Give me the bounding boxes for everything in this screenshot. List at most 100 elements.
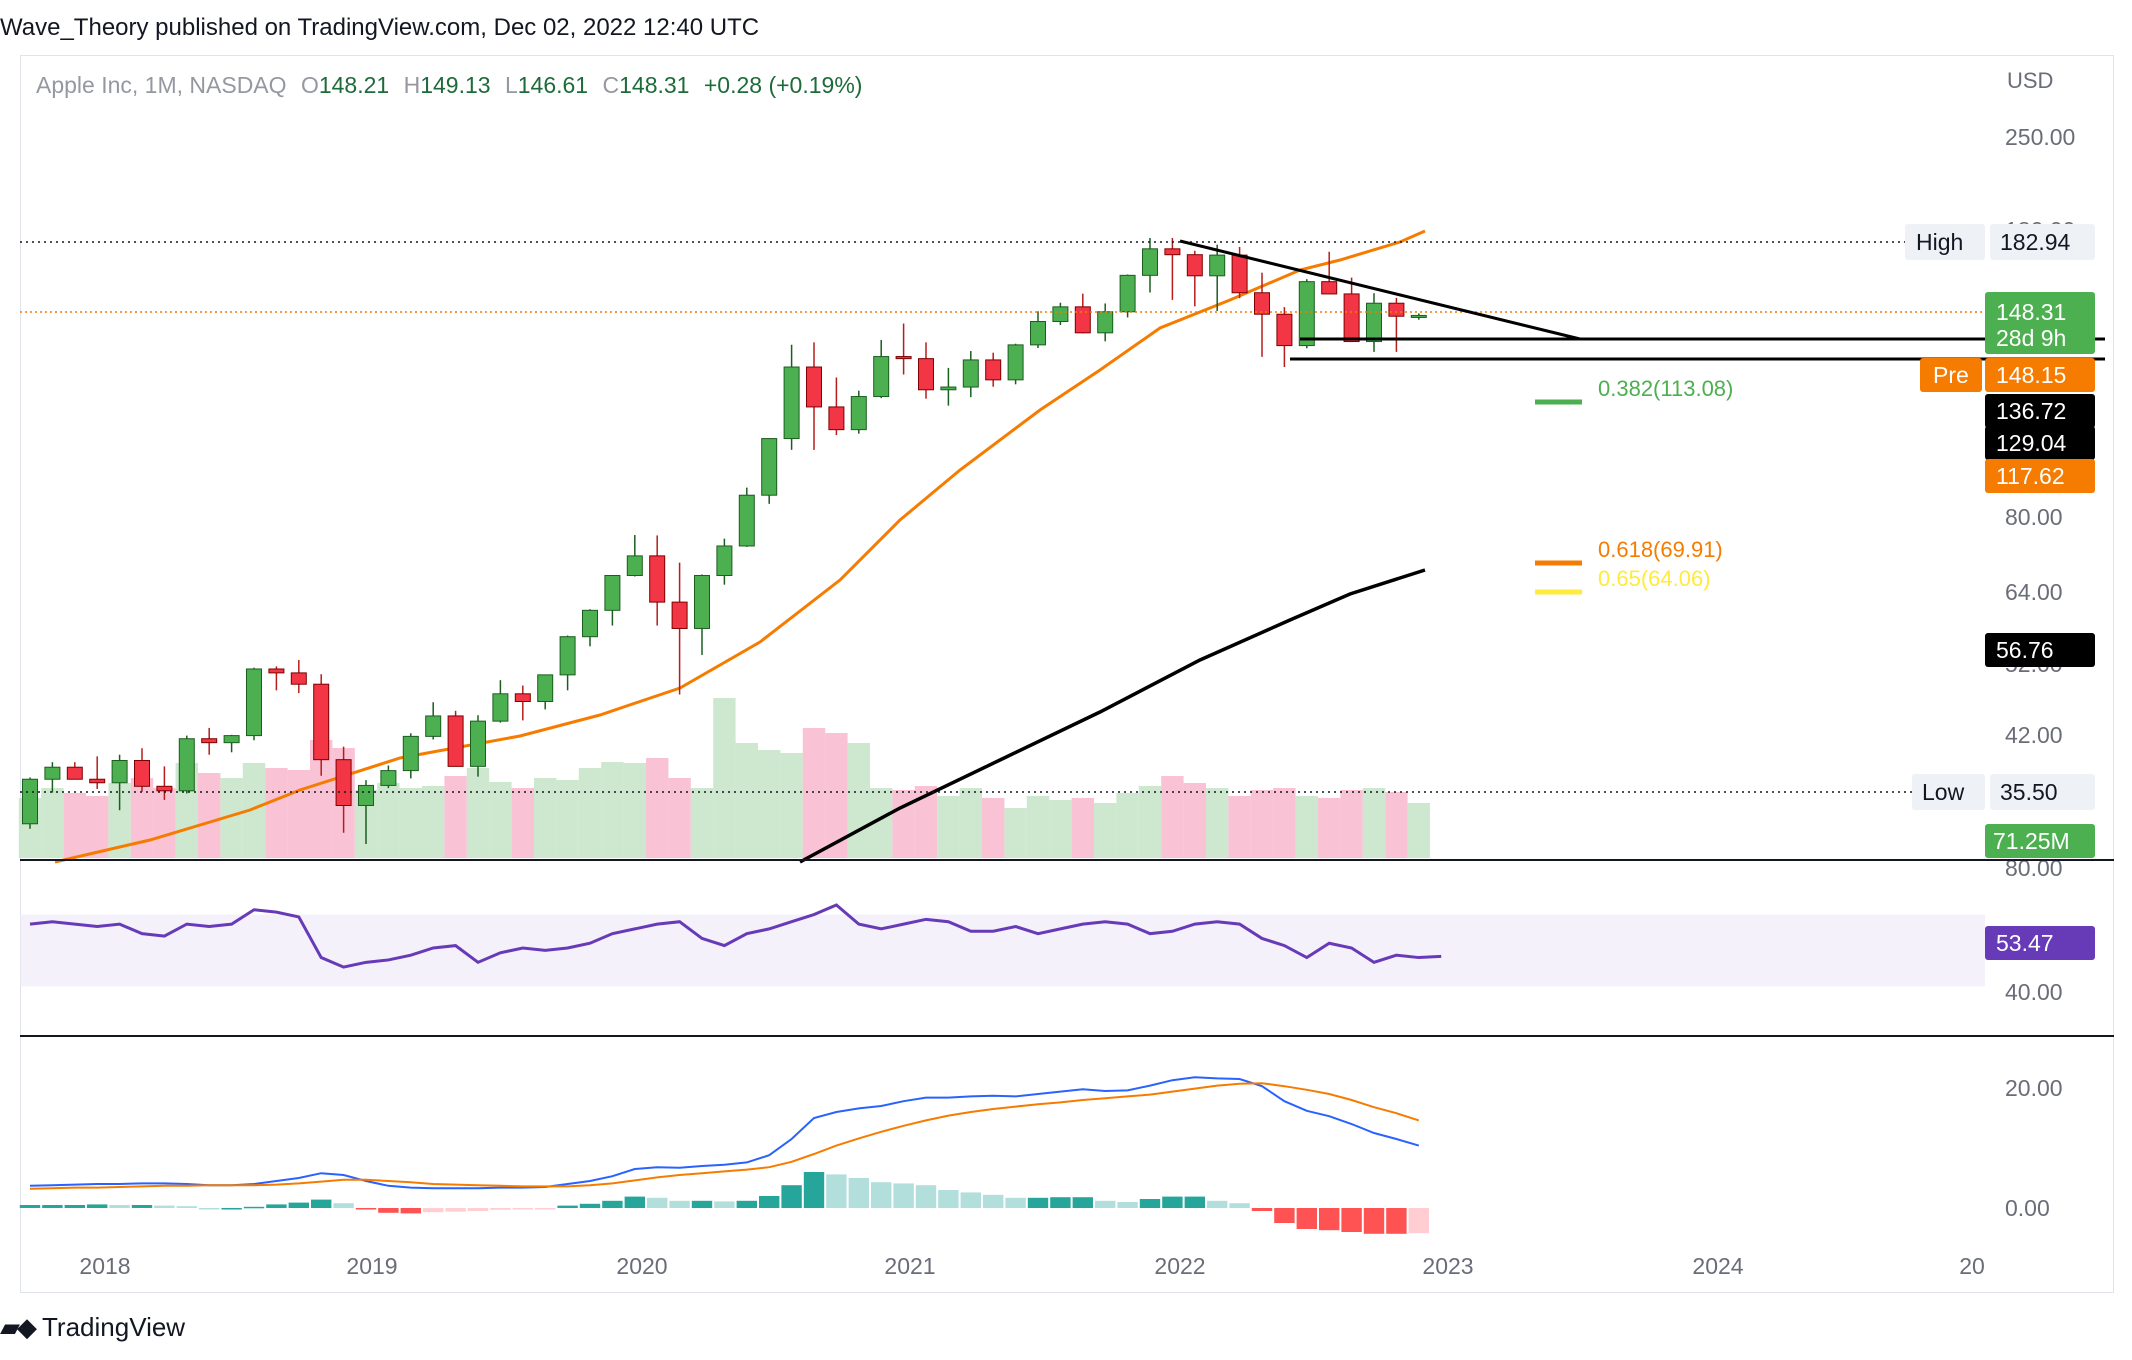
macd-histogram-bar xyxy=(602,1200,623,1208)
volume-bar xyxy=(1004,808,1027,858)
macd-histogram-bar xyxy=(736,1200,757,1208)
volume-bar xyxy=(1071,798,1094,858)
volume-value-box xyxy=(1985,824,2095,858)
x-tick-label: 20 xyxy=(1959,1253,1985,1279)
macd-histogram-bar xyxy=(154,1205,175,1208)
legend-high-value: 149.13 xyxy=(420,72,491,98)
macd-histogram-bar xyxy=(311,1199,332,1208)
x-tick-label: 2022 xyxy=(1154,1253,1205,1279)
macd-histogram-bar xyxy=(199,1208,220,1210)
macd-histogram-bar xyxy=(983,1194,1004,1208)
macd-histogram-bar xyxy=(378,1208,399,1213)
macd-signal-line xyxy=(29,1082,1420,1190)
volume-bar xyxy=(1228,796,1251,858)
candle-up xyxy=(1052,306,1069,323)
candle-down xyxy=(313,683,330,761)
candle-down xyxy=(1186,254,1203,277)
macd-histogram-bar xyxy=(288,1202,309,1208)
macd-histogram-bar xyxy=(1184,1196,1205,1208)
legend-close-value: 148.31 xyxy=(619,72,690,98)
candle-up xyxy=(604,574,621,611)
candle-down xyxy=(290,672,307,685)
macd-tick-label: 20.00 xyxy=(2005,1075,2063,1101)
macd-histogram-bar xyxy=(781,1185,802,1208)
macd-histogram-bar xyxy=(647,1197,668,1208)
pre-price-label: 148.15 xyxy=(1996,362,2066,388)
candle-up xyxy=(1142,248,1158,276)
price-axis-group: USD250.00180.0080.0064.0052.0042.00High1… xyxy=(20,68,2114,1037)
macd-line xyxy=(29,1076,1420,1190)
rsi-pane-group: 80.00 40.00 53.47 xyxy=(20,855,2095,1005)
volume-bar xyxy=(265,768,288,858)
macd-histogram-bar xyxy=(1341,1208,1362,1232)
ohlc-legend: Apple Inc, 1M, NASDAQ O148.21 H149.13 L1… xyxy=(36,72,862,99)
candle-up xyxy=(470,720,486,767)
candle-up xyxy=(537,674,554,703)
high-tag-bg xyxy=(1905,224,1985,260)
macd-histogram-bar xyxy=(333,1203,354,1208)
candle-up xyxy=(1097,311,1114,334)
price-label-box xyxy=(1985,459,2095,493)
macd-histogram-bar xyxy=(691,1200,713,1208)
macd-histogram-bar xyxy=(893,1183,914,1208)
macd-histogram-bar xyxy=(624,1196,645,1208)
fib-label: 0.65(64.06) xyxy=(1598,566,1711,591)
macd-histogram-bar xyxy=(1027,1197,1049,1208)
volume-bar xyxy=(825,733,848,858)
macd-histogram-bar xyxy=(871,1182,892,1208)
candle-down xyxy=(447,715,464,767)
rsi-line xyxy=(29,903,1442,969)
volume-bar xyxy=(937,796,960,858)
pre-tag-bg xyxy=(1920,358,1982,392)
volume-bar xyxy=(668,778,691,858)
macd-histogram-bar xyxy=(803,1172,825,1208)
volume-bar xyxy=(1183,783,1206,858)
volume-bar xyxy=(399,788,422,858)
macd-histogram-bar xyxy=(1296,1208,1317,1229)
volume-bar xyxy=(646,758,669,858)
macd-histogram-bar xyxy=(1139,1199,1161,1208)
volume-bar xyxy=(242,763,266,858)
y-tick-label: 80.00 xyxy=(2005,504,2063,530)
x-tick-label: 2018 xyxy=(79,1253,130,1279)
volume-bar xyxy=(623,763,646,858)
candle-down xyxy=(1254,292,1270,315)
volume-bar xyxy=(1116,793,1139,858)
candle-down xyxy=(1231,254,1248,294)
macd-histogram-bar xyxy=(714,1201,735,1208)
volume-bar xyxy=(41,788,64,858)
x-tick-label: 2020 xyxy=(616,1253,667,1279)
rsi-value-box xyxy=(1985,926,2095,960)
volume-bar xyxy=(377,783,400,858)
volume-bar xyxy=(287,770,310,858)
volume-bar xyxy=(601,762,624,858)
macd-histogram-bar xyxy=(826,1174,847,1208)
volume-area-group xyxy=(18,698,1430,858)
volume-bar xyxy=(690,788,714,858)
candle-up xyxy=(582,609,598,638)
macd-histogram-bar xyxy=(87,1204,108,1208)
macd-histogram-bar xyxy=(423,1208,444,1213)
volume-bar xyxy=(914,786,938,858)
candle-down xyxy=(89,778,106,784)
pre-tag-label: Pre xyxy=(1933,362,1969,388)
macd-histogram-bar xyxy=(1050,1197,1071,1208)
volume-bar xyxy=(1250,790,1274,858)
macd-histogram-bar xyxy=(1072,1197,1093,1208)
footer-branding[interactable]: ▰◆ TradingView xyxy=(0,1312,185,1343)
macd-histogram-bar xyxy=(467,1208,489,1211)
candle-down xyxy=(201,738,218,744)
volume-bar xyxy=(466,768,490,858)
volume-bar xyxy=(534,778,557,858)
volume-bar xyxy=(892,790,915,858)
volume-bar xyxy=(556,780,579,858)
volume-bar xyxy=(444,776,467,858)
candle-up xyxy=(559,636,576,676)
candle-up xyxy=(873,356,890,398)
time-axis-group: 2018 2019 2020 2021 2022 2023 2024 20 xyxy=(79,1253,1984,1279)
candle-up xyxy=(1119,274,1136,313)
x-tick-label: 2023 xyxy=(1422,1253,1473,1279)
macd-histogram-bar xyxy=(42,1205,63,1208)
candle-up xyxy=(850,396,867,431)
